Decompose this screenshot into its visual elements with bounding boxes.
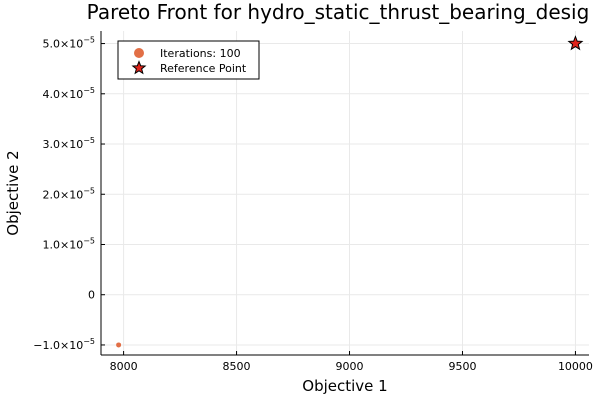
y-tick-label: 1.0×10−5 <box>42 236 95 251</box>
x-axis-label: Objective 1 <box>302 377 387 395</box>
y-axis-label: Objective 2 <box>4 150 22 235</box>
y-tick-label: 0 <box>88 289 95 302</box>
legend-star-icon <box>131 60 147 75</box>
y-tick-label: 2.0×10−5 <box>42 186 95 201</box>
y-tick-label: 5.0×10−5 <box>42 36 95 51</box>
data-points <box>116 35 584 348</box>
scatter-point <box>116 342 122 348</box>
legend-entry-label: Iterations: 100 <box>160 47 241 60</box>
reference-point-star <box>567 35 584 51</box>
x-tick-label: 9000 <box>336 360 364 373</box>
x-tick-label: 8500 <box>223 360 251 373</box>
x-tick-label: 9500 <box>448 360 476 373</box>
y-tick-labels: −1.0×10−5 0 1.0×10−5 2.0×10−5 3.0×10−5 4.0×10… <box>33 36 95 352</box>
y-tick-label: 4.0×10−5 <box>42 86 95 101</box>
y-tick-label: 3.0×10−5 <box>42 136 95 151</box>
y-tick-label: −1.0×10−5 <box>33 337 95 352</box>
x-tick-labels: 8000 8500 9000 9500 10000 <box>110 360 593 373</box>
axes <box>100 31 589 356</box>
x-tick-label: 8000 <box>110 360 138 373</box>
grid <box>101 31 589 355</box>
x-tick-label: 10000 <box>558 360 593 373</box>
legend-circle-icon <box>134 48 144 58</box>
legend: Iterations: 100 Reference Point <box>117 40 260 80</box>
legend-entry-label: Reference Point <box>160 62 247 75</box>
chart-title: Pareto Front for hydro_static_thrust_bea… <box>87 0 590 24</box>
